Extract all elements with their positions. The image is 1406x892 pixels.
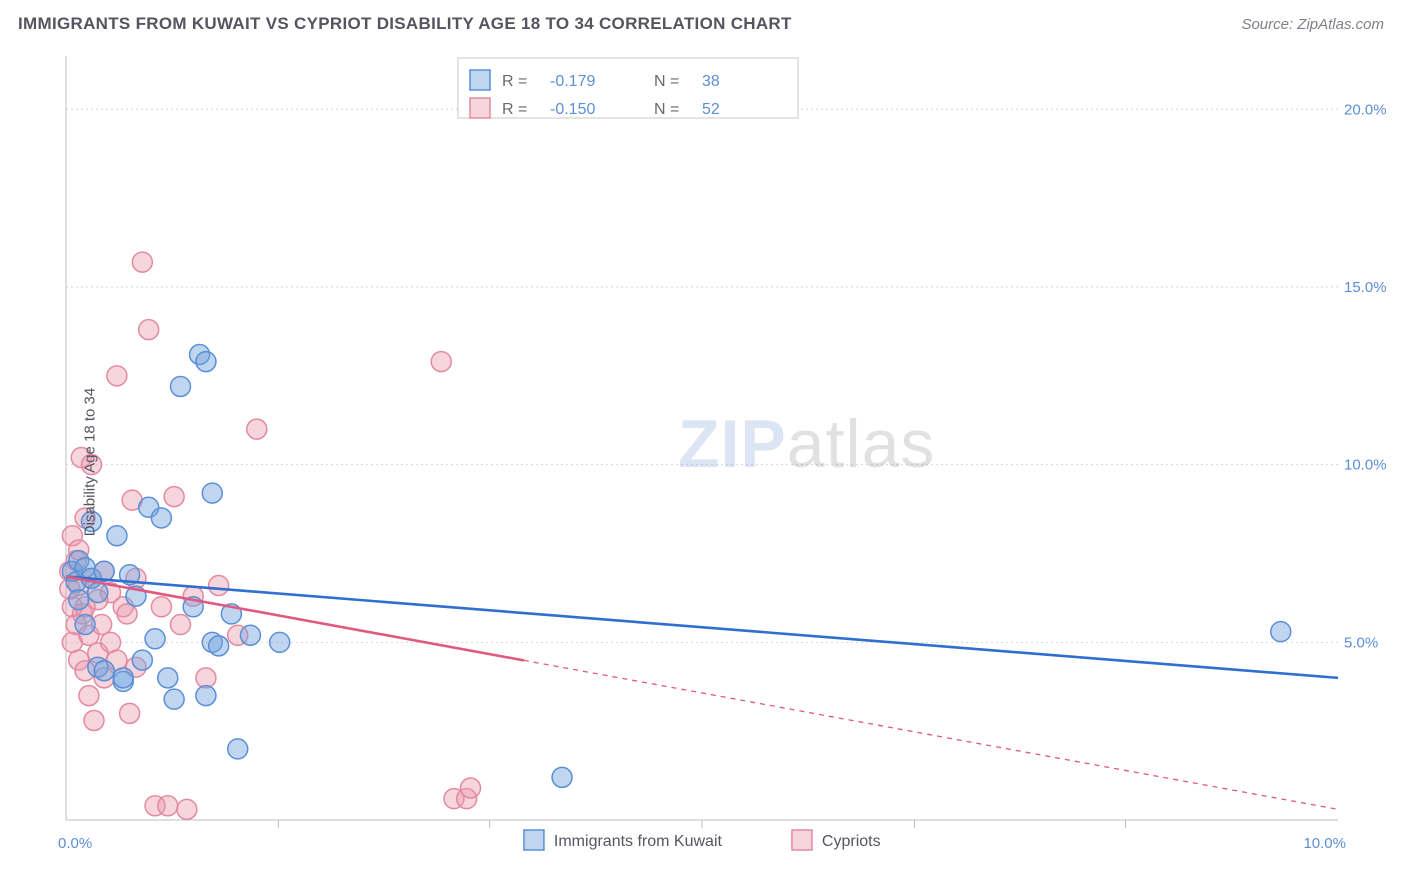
data-point [270, 632, 290, 652]
data-point [132, 252, 152, 272]
legend-r-value: -0.179 [550, 73, 595, 90]
data-point [151, 508, 171, 528]
data-point [431, 352, 451, 372]
data-point [151, 597, 171, 617]
scatter-chart: 5.0% 10.0% 15.0% 20.0% 0.0% 10.0% R = -0.179 N =… [18, 50, 1398, 874]
data-point [196, 668, 216, 688]
y-tick-label: 5.0% [1344, 634, 1378, 651]
data-point [120, 703, 140, 723]
y-tick-label: 10.0% [1344, 457, 1387, 474]
regression-line-dashed [524, 660, 1338, 809]
data-point [170, 615, 190, 635]
legend-r-value: -0.150 [550, 101, 595, 118]
y-axis-label: Disability Age 18 to 34 [82, 388, 99, 536]
data-point [107, 526, 127, 546]
data-point [75, 615, 95, 635]
legend-swatch [470, 70, 490, 90]
data-point [158, 668, 178, 688]
data-point [228, 739, 248, 759]
data-point [132, 650, 152, 670]
data-point [88, 583, 108, 603]
bottom-legend-swatch [792, 830, 812, 850]
data-point [240, 625, 260, 645]
correlation-legend: R = -0.179 N = 38 R = -0.150 N = 52 [458, 58, 798, 118]
legend-r-label: R = [502, 73, 527, 90]
data-point [84, 711, 104, 731]
data-point [158, 796, 178, 816]
bottom-legend-label: Immigrants from Kuwait [554, 833, 723, 850]
data-point [196, 686, 216, 706]
data-point [196, 352, 216, 372]
x-tick-label: 10.0% [1303, 835, 1346, 852]
data-point [117, 604, 137, 624]
legend-n-label: N = [654, 73, 679, 90]
data-point [177, 799, 197, 819]
chart-title: IMMIGRANTS FROM KUWAIT VS CYPRIOT DISABI… [18, 14, 792, 34]
legend-swatch [470, 98, 490, 118]
data-point [113, 668, 133, 688]
data-point [79, 686, 99, 706]
chart-area: Disability Age 18 to 34 ZIPatlas 5.0%10.… [18, 50, 1398, 874]
legend-r-label: R = [502, 101, 527, 118]
legend-n-label: N = [654, 101, 679, 118]
legend-n-value: 38 [702, 73, 720, 90]
bottom-legend-label: Cypriots [822, 833, 881, 850]
bottom-legend-swatch [524, 830, 544, 850]
data-point [164, 689, 184, 709]
data-point [107, 366, 127, 386]
data-point [145, 629, 165, 649]
data-point [94, 661, 114, 681]
data-point [164, 487, 184, 507]
data-point [139, 320, 159, 340]
data-point [209, 636, 229, 656]
data-point [101, 632, 121, 652]
data-point [209, 575, 229, 595]
header: IMMIGRANTS FROM KUWAIT VS CYPRIOT DISABI… [0, 0, 1406, 44]
data-point [170, 376, 190, 396]
legend-n-value: 52 [702, 101, 720, 118]
data-point [460, 778, 480, 798]
y-tick-label: 20.0% [1344, 101, 1387, 118]
data-point [247, 419, 267, 439]
data-point [552, 767, 572, 787]
data-point [202, 483, 222, 503]
data-point [1271, 622, 1291, 642]
data-point [69, 590, 89, 610]
source-label: Source: ZipAtlas.com [1241, 16, 1384, 33]
y-tick-label: 15.0% [1344, 279, 1387, 296]
x-tick-label: 0.0% [58, 835, 92, 852]
